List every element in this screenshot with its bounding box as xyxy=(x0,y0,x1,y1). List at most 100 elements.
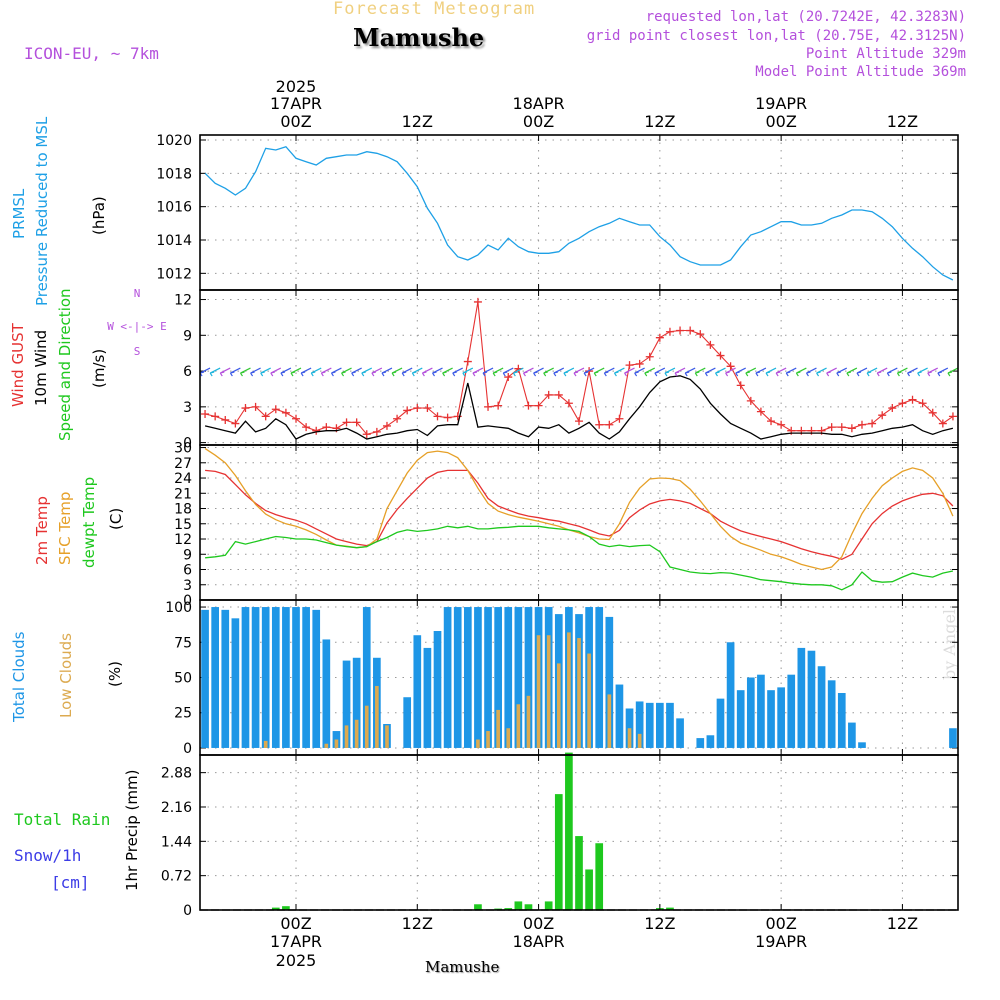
gust-marker xyxy=(211,412,220,421)
grid-point-location: grid point closest lon,lat (20.75E, 42.3… xyxy=(586,28,966,44)
bottom-date-label: 17APR xyxy=(270,932,322,951)
top-date-label: 17APR xyxy=(270,94,322,113)
total-cloud-bar xyxy=(312,609,321,748)
y-tick-label: 1.44 xyxy=(161,834,192,850)
y-tick-label: 24 xyxy=(174,471,192,487)
gust-marker xyxy=(554,390,563,399)
total-cloud-bar xyxy=(211,607,220,748)
y-tick-label: 9 xyxy=(183,547,192,563)
wind-direction-arrow xyxy=(270,367,282,377)
total-cloud-bar xyxy=(645,702,654,748)
bottom-time-tick-label: 00Z xyxy=(523,914,554,933)
wind-direction-arrow xyxy=(432,367,443,377)
y-tick-label: 1012 xyxy=(156,266,192,282)
y-tick-label: 0.72 xyxy=(161,869,192,885)
total-cloud-bar xyxy=(696,738,705,748)
gust-marker xyxy=(302,423,311,432)
top-year-label: 2025 xyxy=(276,77,317,96)
wind-direction-arrow xyxy=(341,367,352,377)
wind-direction-arrow xyxy=(411,367,423,377)
total-cloud-bar xyxy=(241,607,250,748)
total-cloud-bar xyxy=(848,722,856,748)
low-cloud-bar xyxy=(516,704,521,748)
wind-direction-arrow xyxy=(624,367,635,377)
rain-bar xyxy=(271,907,280,910)
rain-bar xyxy=(504,908,513,910)
temp-unit: (C) xyxy=(107,508,125,530)
low-cloud-bar xyxy=(506,728,511,748)
gust-marker xyxy=(494,401,503,410)
top-time-tick-label: 00Z xyxy=(765,112,796,131)
total-cloud-bar xyxy=(362,607,371,748)
wind-direction-arrow xyxy=(573,367,585,377)
total-cloud-bar xyxy=(767,690,775,748)
wind-line xyxy=(204,375,954,440)
wind-direction-arrow xyxy=(239,367,251,377)
low-clouds-label: Low Clouds xyxy=(57,633,75,718)
rain-bar xyxy=(585,869,593,910)
y-tick-label: 2.16 xyxy=(161,800,192,816)
wind-direction-arrow xyxy=(533,367,544,377)
point-altitude: Point Altitude 329m xyxy=(805,46,966,62)
total-cloud-bar xyxy=(605,616,614,748)
wind-direction-arrow xyxy=(775,367,787,377)
panel-frame xyxy=(199,134,959,291)
wind-direction-arrow xyxy=(452,367,463,377)
low-cloud-bar xyxy=(364,705,369,748)
wind-direction-arrow xyxy=(644,367,656,377)
gust-marker xyxy=(423,404,432,413)
gust-marker xyxy=(443,413,452,422)
low-cloud-bar xyxy=(375,685,379,748)
wind-direction-arrow xyxy=(866,367,878,377)
low-cloud-bar xyxy=(546,635,551,748)
gust-marker xyxy=(827,423,836,432)
total-cloud-bar xyxy=(403,697,412,748)
wind-direction-arrow xyxy=(795,367,807,377)
rain-bar xyxy=(575,836,583,910)
pressure-unit: (hPa) xyxy=(90,196,108,235)
y-tick-label: 15 xyxy=(174,517,192,533)
top-time-tick-label: 12Z xyxy=(402,112,433,131)
low-cloud-bar xyxy=(476,739,480,748)
wind-direction-arrow xyxy=(391,367,403,377)
wind-direction-arrow xyxy=(492,367,504,377)
gust-marker xyxy=(382,421,391,430)
compass-we: W <-|-> E xyxy=(107,320,167,333)
low-cloud-bar xyxy=(607,694,612,748)
low-cloud-bar xyxy=(486,731,490,748)
wind-direction-arrow xyxy=(462,367,474,377)
wind-direction-arrow xyxy=(330,367,342,377)
wind-direction-arrow xyxy=(290,367,302,377)
wind-direction-arrow xyxy=(229,367,241,377)
wind-direction-arrow xyxy=(694,367,706,377)
wind-direction-arrow xyxy=(856,367,868,377)
total-cloud-bar xyxy=(817,666,826,748)
gust-marker xyxy=(665,327,674,336)
rain-bar xyxy=(514,901,523,910)
wind-direction-arrow xyxy=(250,367,261,377)
gust-line xyxy=(204,301,954,435)
y-tick-label: 6 xyxy=(183,563,192,579)
total-cloud-bar xyxy=(676,718,684,748)
wind-direction-label: Speed and Direction xyxy=(56,288,74,441)
total-cloud-bar xyxy=(504,607,513,748)
low-cloud-bar xyxy=(334,739,339,748)
wind-direction-arrow xyxy=(927,367,939,377)
low-cloud-bar xyxy=(354,719,359,748)
bottom-time-tick-label: 00Z xyxy=(280,914,311,933)
sfc-temp-label: SFC Temp xyxy=(56,492,74,565)
precip-axis-label: 1hr Precip (mm) xyxy=(123,770,141,891)
gust-marker xyxy=(453,412,462,421)
total-cloud-bar xyxy=(342,660,351,748)
y-tick-label: 75 xyxy=(174,635,192,651)
total-cloud-bar xyxy=(716,698,725,748)
y-tick-label: 100 xyxy=(165,600,192,616)
y-tick-label: 27 xyxy=(174,456,192,472)
model-label: ICON-EU, ~ 7km xyxy=(24,44,159,63)
rain-bar xyxy=(282,906,290,910)
wind-direction-arrow xyxy=(310,367,322,377)
wind-direction-arrow xyxy=(664,367,676,377)
y-tick-label: 1014 xyxy=(156,233,192,249)
total-cloud-bar xyxy=(484,607,492,748)
